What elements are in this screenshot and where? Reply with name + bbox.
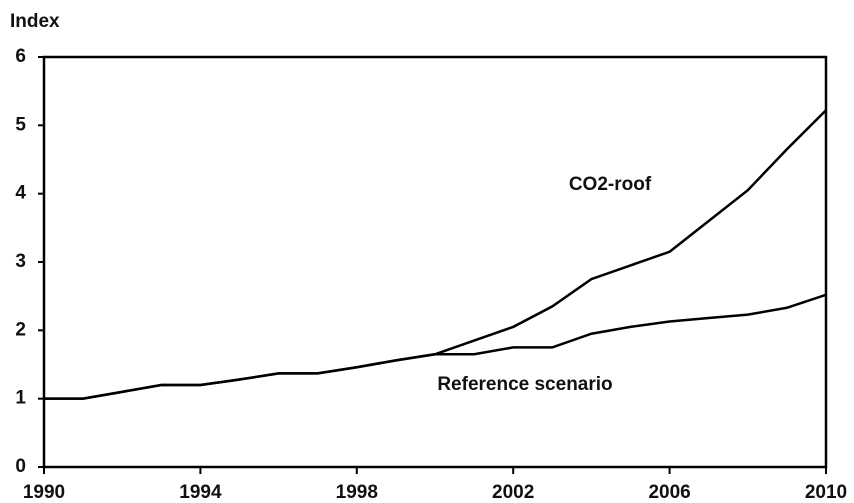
- y-tick-label: 4: [15, 183, 26, 204]
- x-tick-label: 2002: [492, 482, 534, 503]
- x-tick-label: 1990: [23, 482, 65, 503]
- y-tick-label: 3: [15, 251, 26, 272]
- y-axis-label: Index: [10, 11, 60, 32]
- x-tick-label: 1998: [336, 482, 378, 503]
- y-tick-label: 1: [15, 388, 26, 409]
- y-tick-label: 2: [15, 319, 26, 340]
- series-label: CO2-roof: [569, 174, 652, 195]
- y-tick-label: 0: [15, 456, 26, 477]
- series-label: Reference scenario: [437, 374, 612, 395]
- plot-frame: [42, 55, 828, 469]
- x-tick-label: 2010: [805, 482, 847, 503]
- y-tick-label: 6: [15, 46, 26, 67]
- y-tick-label: 5: [15, 114, 26, 135]
- line-series: [44, 293, 827, 400]
- x-tick-label: 1994: [179, 482, 222, 503]
- x-tick-label: 2006: [648, 482, 690, 503]
